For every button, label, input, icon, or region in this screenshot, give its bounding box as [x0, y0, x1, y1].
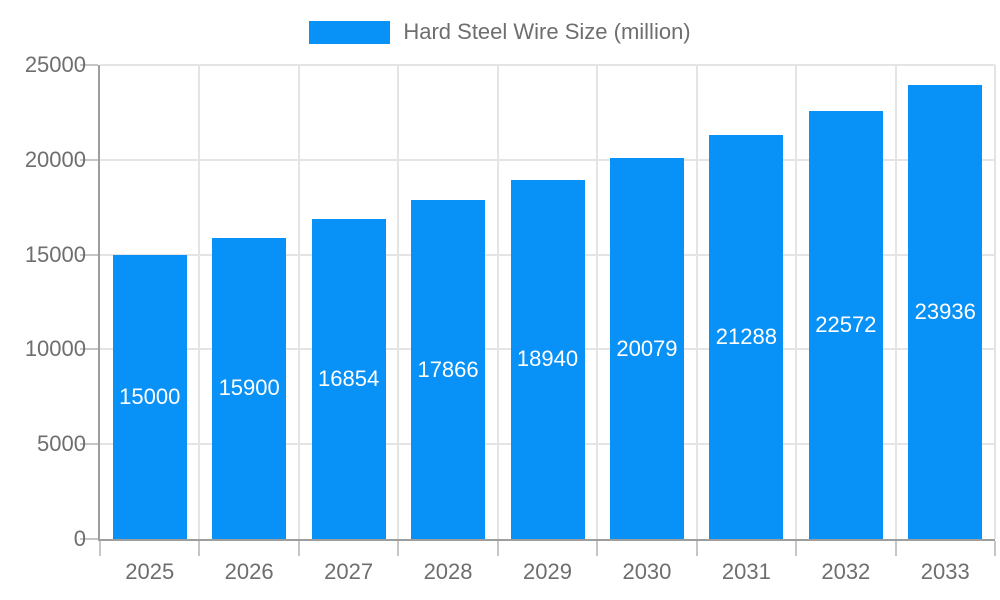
x-axis-tick — [695, 541, 698, 556]
y-axis-tick-label: 0 — [73, 526, 86, 551]
y-axis-tick-label: 25000 — [24, 52, 86, 77]
gridline-vertical — [894, 65, 897, 539]
x-axis-line — [98, 539, 995, 541]
x-axis-tick — [198, 541, 201, 556]
bar — [808, 111, 883, 539]
gridline-vertical — [795, 65, 798, 539]
gridline-vertical — [397, 65, 400, 539]
bar — [609, 158, 684, 539]
bar — [311, 219, 386, 539]
bar-value-label: 21288 — [715, 324, 777, 350]
y-axis-tick — [80, 538, 98, 540]
bar-value-label: 23936 — [914, 299, 976, 325]
plot-area: 15000 15900 16854 17866 18940 20079 21288 22572… — [100, 64, 996, 539]
bar — [112, 254, 187, 539]
bar — [709, 135, 784, 539]
y-axis-tick-label: 10000 — [24, 336, 86, 362]
y-axis-tick — [80, 158, 98, 161]
legend: Hard Steel Wire Size (million) — [0, 18, 1000, 46]
x-axis-tick — [397, 541, 400, 556]
bar-value-label: 15900 — [218, 375, 280, 401]
bar-value-label: 22572 — [815, 312, 877, 338]
gridline-vertical — [496, 65, 499, 539]
bar-value-label: 20079 — [616, 335, 678, 361]
gridline-vertical — [297, 65, 300, 539]
x-axis-tick-label: 2028 — [423, 559, 473, 584]
x-axis-tick-label: 2025 — [125, 559, 175, 584]
legend-label: Hard Steel Wire Size (million) — [403, 19, 691, 44]
y-axis-tick-label: 5000 — [37, 431, 86, 457]
x-axis-tick-label: 2032 — [821, 559, 871, 584]
x-axis-tick-label: 2031 — [721, 559, 771, 584]
x-axis-tick — [795, 541, 798, 556]
bar — [510, 179, 585, 539]
gridline-vertical — [198, 65, 201, 539]
x-axis-tick-label: 2029 — [523, 559, 572, 584]
bar-value-label: 16854 — [318, 366, 380, 392]
x-axis-tick — [596, 541, 599, 556]
x-axis-tick — [496, 541, 499, 556]
y-axis-line — [98, 65, 100, 541]
y-axis-tick-label: 20000 — [24, 146, 86, 172]
y-axis-tick-label: 15000 — [24, 241, 86, 267]
bar-value-label: 17866 — [417, 356, 479, 382]
bar-value-label: 15000 — [119, 383, 181, 409]
y-axis-tick — [80, 443, 98, 446]
x-axis-tick-label: 2030 — [622, 559, 672, 584]
x-axis-tick-label: 2027 — [324, 559, 374, 584]
bar — [908, 85, 983, 539]
x-axis-tick — [894, 541, 897, 556]
y-axis-tick — [80, 64, 98, 66]
gridline-horizontal — [100, 158, 995, 161]
x-axis-tick — [297, 541, 300, 556]
x-axis-tick — [99, 541, 101, 556]
gridline-vertical — [596, 65, 599, 539]
bar-value-label: 18940 — [516, 346, 579, 372]
legend-swatch — [309, 20, 391, 44]
bar — [212, 237, 287, 539]
x-axis-tick — [994, 541, 996, 556]
y-axis-tick — [80, 348, 98, 351]
x-axis-tick-label: 2033 — [920, 559, 970, 584]
gridline-horizontal — [100, 64, 995, 66]
y-axis-tick — [80, 253, 98, 256]
x-axis-tick-label: 2026 — [224, 559, 274, 584]
gridline-vertical — [695, 65, 698, 539]
bar — [411, 200, 486, 539]
gridline-vertical — [994, 65, 996, 539]
